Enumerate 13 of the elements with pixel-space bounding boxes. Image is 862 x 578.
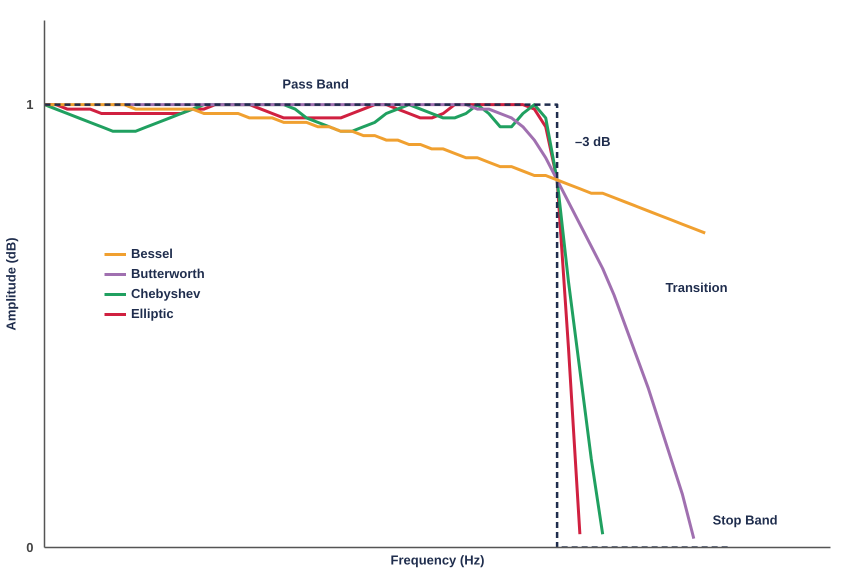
annotation: Stop Band	[712, 512, 778, 528]
y-tick-label: 0	[26, 540, 34, 555]
y-axis-title: Amplitude (dB)	[3, 237, 18, 331]
x-axis-title: Frequency (Hz)	[390, 552, 484, 568]
y-tick-label: 1	[26, 97, 34, 112]
annotation: Transition	[665, 280, 728, 296]
legend-label: Chebyshev	[131, 286, 200, 301]
legend-label: Butterworth	[131, 266, 205, 281]
legend-label: Elliptic	[131, 306, 174, 321]
legend-label: Bessel	[131, 246, 173, 261]
annotation: Pass Band	[282, 76, 349, 92]
annotation: –3 dB	[575, 134, 610, 149]
line-series	[44, 103, 707, 235]
